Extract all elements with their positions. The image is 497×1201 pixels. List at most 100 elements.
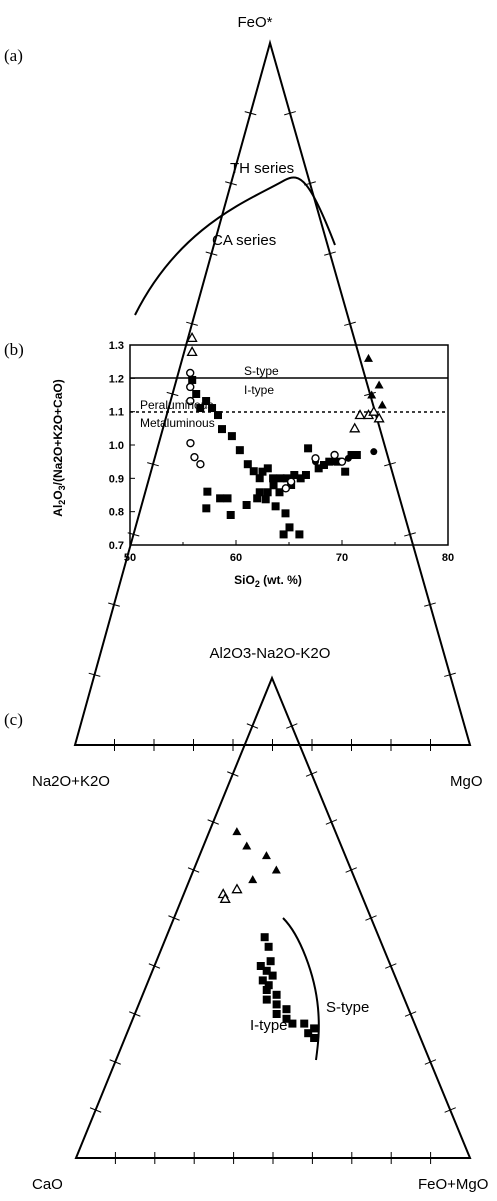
- a-point-0-20: [279, 530, 288, 539]
- a-tick-0-7: [205, 251, 218, 256]
- b-point-0-16: [304, 444, 313, 453]
- ternary-ticks-c: [89, 723, 456, 1164]
- c-point-2-0: [232, 827, 242, 836]
- a-tick-1-1: [284, 111, 296, 116]
- c-tick-0-7: [207, 819, 219, 825]
- panel-label-b: (b): [4, 340, 24, 359]
- b-point-3-0: [364, 353, 373, 362]
- a-point-0-6: [218, 425, 226, 434]
- c-point-0-10: [282, 1014, 291, 1023]
- ternary-plot-c: (c) Al2O3-Na2O-K2O CaO FeO+MgO I-type S-…: [4, 645, 488, 1193]
- y-label-sub-3: 3: [57, 485, 67, 490]
- b-point-0-7: [258, 467, 267, 476]
- c-tick-0-6: [187, 867, 200, 873]
- b-point-0-13: [290, 471, 299, 479]
- a-point-0-21: [295, 530, 304, 539]
- b-point-0-17: [314, 464, 323, 473]
- y-axis-label-b: Al2O3/(Na2O+K2O+CaO): [51, 379, 67, 516]
- a-tick-0-4: [147, 462, 159, 467]
- c-tick-1-1: [286, 723, 298, 729]
- b-point-1-1: [330, 458, 338, 466]
- b-point-0-1: [202, 504, 211, 513]
- label-ca-series: CA series: [212, 232, 276, 249]
- label-i-type-b: I-type: [244, 383, 274, 397]
- b-point-3-1: [367, 390, 377, 399]
- c-tick-1-8: [424, 1059, 437, 1065]
- b-point-2-4: [337, 457, 347, 466]
- b-point-0-20: [333, 457, 342, 466]
- label-th-series: TH series: [230, 160, 294, 177]
- a-tick-0-8: [225, 181, 237, 186]
- a-tick-0-6: [186, 321, 198, 326]
- ternary-ticks-a: [88, 111, 456, 751]
- x-tick-label-3: 80: [442, 552, 454, 564]
- a-point-0-11: [255, 474, 264, 483]
- c-point-2-3: [271, 865, 281, 874]
- axis-ticks-b: 50 60 70 80 0.7 0.8 0.9 1.0 1.1 1.2 1.3: [109, 340, 454, 564]
- y-tick-label-3: 1.0: [109, 440, 124, 452]
- vertex-label-feo-mgo: FeO+MgO: [418, 1176, 488, 1193]
- b-point-4-4: [373, 412, 385, 423]
- a-point-1-4: [190, 452, 199, 462]
- b-point-4-0: [349, 422, 361, 433]
- a-point-1-5: [196, 460, 205, 469]
- a-tick-1-3: [324, 251, 336, 256]
- y-tick-label-4: 1.1: [109, 407, 124, 419]
- c-point-0-0: [260, 933, 269, 942]
- a-point-0-4: [208, 404, 217, 413]
- b-point-0-10: [276, 474, 285, 483]
- c-point-0-4: [268, 971, 277, 980]
- c-point-2-1: [242, 841, 252, 850]
- a-point-0-18: [281, 509, 290, 518]
- vertex-label-na2o-k2o: Na2O+K2O: [32, 773, 110, 790]
- x-axis-label-b: SiO2 (wt. %): [234, 573, 302, 589]
- c-point-0-9: [282, 1005, 291, 1014]
- vertex-label-mgo: MgO: [450, 773, 483, 790]
- c-tick-0-1: [89, 1107, 102, 1113]
- b-point-0-8: [263, 464, 272, 473]
- label-i-type-c: I-type: [250, 1017, 288, 1034]
- c-point-0-6: [272, 990, 281, 999]
- a-point-0-14: [255, 488, 264, 497]
- b-point-2-3: [330, 450, 339, 460]
- y-label-part-rest: /(Na2O+K2O+CaO): [51, 379, 65, 485]
- b-point-0-4: [226, 511, 235, 519]
- i-s-type-boundary-curve: [282, 917, 320, 1061]
- c-point-2-4: [248, 875, 258, 884]
- b-point-0-3: [223, 494, 232, 503]
- b-point-0-19: [325, 457, 334, 466]
- b-point-1-3: [349, 451, 357, 459]
- b-point-0-15: [301, 471, 310, 479]
- a-point-1-1: [186, 382, 195, 392]
- a-point-0-7: [227, 432, 236, 441]
- a-tick-1-9: [444, 672, 456, 677]
- c-point-0-3: [262, 966, 271, 975]
- label-peraluminous: Peraluminous: [140, 398, 213, 412]
- c-point-0-12: [300, 1019, 309, 1028]
- x-axis-label-text: SiO: [234, 573, 255, 587]
- a-point-0-12: [263, 488, 272, 497]
- y-label-part-al: Al: [51, 505, 65, 517]
- data-points-a: [185, 332, 304, 539]
- data-points-b: [202, 353, 387, 519]
- c-tick-1-4: [345, 867, 357, 873]
- a-tick-0-1: [88, 672, 101, 677]
- c-point-0-13: [256, 962, 265, 970]
- x-tick-label-2: 70: [336, 552, 348, 564]
- label-s-type-b: S-type: [244, 364, 279, 378]
- a-point-0-17: [275, 488, 284, 497]
- a-point-0-9: [249, 467, 258, 476]
- a-point-0-0: [188, 375, 197, 384]
- c-point-0-7: [272, 1000, 281, 1009]
- vertex-label-cao: CaO: [32, 1176, 63, 1193]
- b-point-4-1: [354, 409, 366, 420]
- ternary-plot-a: (a) FeO* Na2O+K2O MgO TH series CA serie…: [4, 14, 483, 790]
- c-point-0-11: [288, 1019, 297, 1028]
- c-point-0-17: [304, 1029, 313, 1038]
- c-point-1-1: [219, 892, 231, 903]
- c-tick-0-9: [246, 723, 259, 729]
- panel-label-c: (c): [4, 710, 23, 729]
- c-tick-1-2: [305, 771, 318, 777]
- b-point-2-1: [286, 477, 296, 486]
